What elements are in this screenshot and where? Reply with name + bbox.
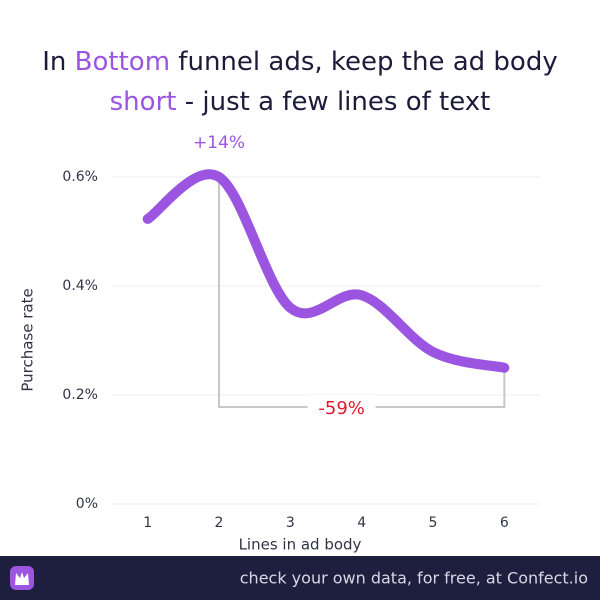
line <box>142 169 510 373</box>
y-axis-label: Purchase rate <box>19 288 37 391</box>
footer-bar <box>0 556 600 600</box>
x-tick-label: 6 <box>500 515 509 531</box>
footer-text: check your own data, for free, at Confec… <box>240 569 588 588</box>
title-part: Bottom <box>75 47 170 77</box>
y-tick-label: 0% <box>76 496 98 512</box>
x-tick-label: 3 <box>286 515 295 531</box>
annotation-bg <box>307 395 376 419</box>
chart-title: In Bottom funnel ads, keep the ad body sh… <box>42 47 557 117</box>
annotation: -59% <box>318 398 365 419</box>
y-tick-label: 0.4% <box>62 278 98 294</box>
x-tick-label: 1 <box>143 515 152 531</box>
logo <box>10 566 34 590</box>
y-tick-label: 0.6% <box>62 169 98 185</box>
x-tick-label: 5 <box>429 515 438 531</box>
title-part: funnel ads, keep the ad body <box>170 47 558 77</box>
title-part: short <box>110 87 177 117</box>
title-part: - just a few lines of text <box>176 87 490 117</box>
y-tick-label: 0.2% <box>62 387 98 403</box>
x-tick-label: 2 <box>215 515 224 531</box>
annotation: +14% <box>193 133 245 153</box>
title-part: In <box>42 47 74 77</box>
x-tick-label: 4 <box>357 515 366 531</box>
x-axis-label: Lines in ad body <box>239 536 362 554</box>
